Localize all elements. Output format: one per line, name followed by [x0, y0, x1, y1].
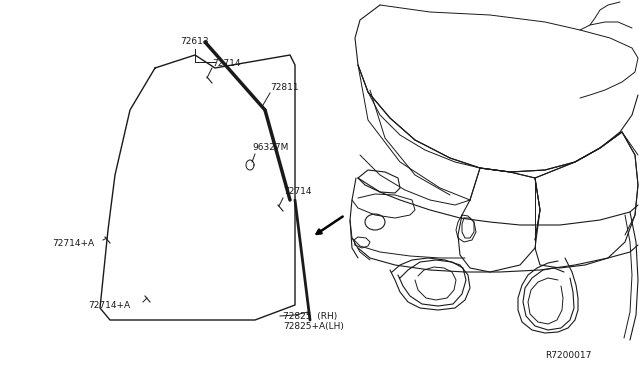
Text: 72613: 72613 — [180, 38, 209, 46]
Text: 72714+A: 72714+A — [88, 301, 130, 310]
Text: R7200017: R7200017 — [545, 350, 591, 359]
Text: 72825  (RH): 72825 (RH) — [283, 311, 337, 321]
Text: 96327M: 96327M — [252, 144, 289, 153]
Text: 72811: 72811 — [270, 83, 299, 93]
Text: 72825+A(LH): 72825+A(LH) — [283, 321, 344, 330]
Text: 72714+A: 72714+A — [52, 240, 94, 248]
Text: 72714: 72714 — [212, 58, 241, 67]
Text: 72714: 72714 — [283, 187, 312, 196]
